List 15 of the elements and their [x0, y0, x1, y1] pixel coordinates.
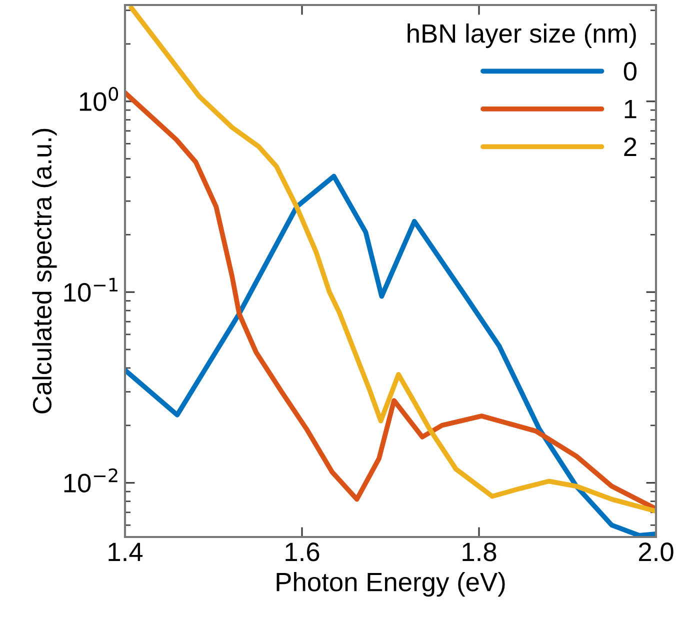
- y-tick-label: 10$^{−1}$: [64, 278, 118, 302]
- x-axis-title: Photon Energy (eV): [276, 572, 505, 597]
- line-series: [128, 5, 656, 514]
- x-tick-label: 1.6: [286, 542, 320, 562]
- y-tick-label: 10$^{0}$: [80, 86, 118, 111]
- line-series: [125, 90, 656, 512]
- legend-title: hBN layer size (nm): [408, 23, 636, 48]
- x-tick-label: 2.0: [638, 542, 674, 562]
- x-tick-label: 1.4: [108, 542, 143, 561]
- x-tick-label: 1.8: [462, 542, 496, 562]
- y-axis-title: Calculated spectra (a.u.): [32, 128, 57, 414]
- y-tick-label: 10$^{−2}$: [64, 468, 118, 492]
- legend-label: 2: [624, 138, 636, 156]
- legend-label: 0: [624, 62, 636, 81]
- legend-label: 1: [624, 100, 636, 118]
